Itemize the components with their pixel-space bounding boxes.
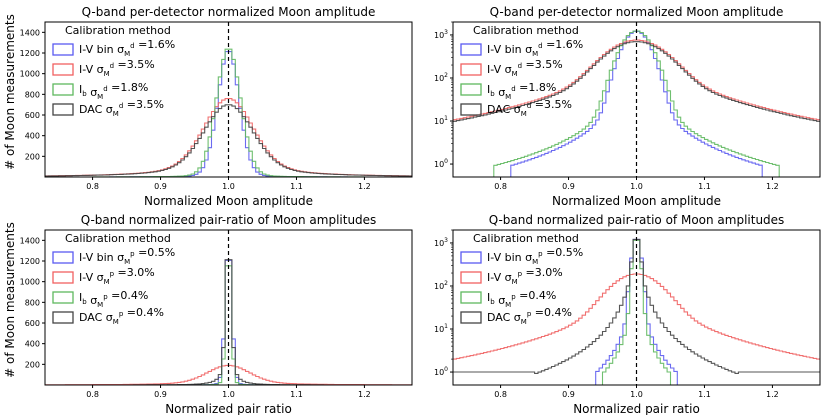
legend-title: Calibration method — [473, 24, 579, 37]
x-tick-label: 1.0 — [222, 182, 235, 191]
x-tick-label: 0.8 — [494, 390, 507, 399]
legend-entry-label: DAC σMp =0.4% — [79, 306, 164, 326]
legend-entry-label: Ib σMp =0.4% — [79, 289, 148, 309]
x-tick-label: 1.0 — [630, 182, 643, 191]
y-tick-label: 1200 — [20, 257, 40, 266]
legend-entry-label: I-V bin σMp =0.5% — [79, 246, 175, 266]
legend-swatch — [460, 271, 482, 284]
legend-swatch — [52, 103, 74, 116]
legend-swatch — [52, 311, 74, 324]
series-line-i-v — [453, 273, 820, 360]
legend-swatch — [52, 43, 74, 56]
legend-swatch — [460, 63, 482, 76]
y-tick-label: 101 — [434, 115, 448, 126]
legend-entry-label: I-V bin σMp =0.5% — [487, 246, 583, 266]
chart-title: Q-band normalized pair-ratio of Moon amp… — [81, 213, 377, 227]
y-tick-label: 1200 — [20, 49, 40, 58]
x-tick-label: 1.0 — [630, 390, 643, 399]
chart-title: Q-band per-detector normalized Moon ampl… — [490, 5, 784, 19]
x-tick-label: 0.8 — [86, 390, 99, 399]
legend-entry-label: DAC σMd =3.5% — [79, 98, 164, 118]
x-tick-label: 1.2 — [358, 390, 371, 399]
y-tick-label: 1000 — [20, 278, 40, 287]
legend-swatch — [460, 103, 482, 116]
x-tick-label: 0.8 — [86, 182, 99, 191]
y-tick-label: 200 — [25, 360, 40, 369]
chart-title: Q-band normalized pair-ratio of Moon amp… — [489, 213, 785, 227]
legend-entry-label: I-V σMp =3.0% — [79, 266, 155, 286]
legend-entry-label: Ib σMd =1.8% — [487, 81, 556, 101]
legend-swatch — [460, 291, 482, 304]
x-tick-label: 0.8 — [494, 182, 507, 191]
x-tick-label: 1.1 — [698, 390, 711, 399]
legend-swatch — [460, 251, 482, 264]
panel-tl: Q-band per-detector normalized Moon ampl… — [20, 5, 413, 208]
x-tick-label: 1.1 — [290, 390, 303, 399]
legend-title: Calibration method — [473, 232, 579, 245]
legend-entry-label: I-V σMd =3.5% — [487, 58, 563, 78]
x-tick-label: 1.1 — [698, 182, 711, 191]
y-tick-label: 1400 — [20, 236, 40, 245]
y-tick-label: 1400 — [20, 28, 40, 37]
y-tick-label: 100 — [434, 366, 448, 377]
legend-entry-label: DAC σMd =3.5% — [487, 98, 572, 118]
legend-entry-label: Ib σMp =0.4% — [487, 289, 556, 309]
ylabel-bottom: # of Moon measurements — [3, 222, 17, 378]
legend-entry-label: I-V bin σMd =1.6% — [487, 38, 583, 58]
panel-tr: Q-band per-detector normalized Moon ampl… — [434, 5, 821, 208]
y-tick-label: 103 — [434, 29, 448, 40]
y-tick-label: 800 — [25, 90, 40, 99]
y-tick-label: 400 — [25, 340, 40, 349]
chart-title: Q-band per-detector normalized Moon ampl… — [82, 5, 376, 19]
series-line-i-v — [453, 39, 820, 121]
x-axis-label: Normalized pair ratio — [165, 402, 292, 415]
ylabel-top: # of Moon measurements — [3, 14, 17, 170]
x-tick-label: 1.2 — [766, 390, 779, 399]
legend-title: Calibration method — [65, 232, 171, 245]
x-tick-label: 1.0 — [222, 390, 235, 399]
x-axis-label: Normalized Moon amplitude — [552, 194, 721, 208]
panel-br: Q-band normalized pair-ratio of Moon amp… — [434, 213, 821, 415]
y-tick-label: 102 — [434, 72, 448, 83]
x-tick-label: 0.9 — [154, 390, 167, 399]
x-axis-label: Normalized Moon amplitude — [144, 194, 313, 208]
x-tick-label: 0.9 — [154, 182, 167, 191]
legend-title: Calibration method — [65, 24, 171, 37]
legend-entry-label: I-V bin σMd =1.6% — [79, 38, 175, 58]
legend-swatch — [52, 271, 74, 284]
x-tick-label: 1.2 — [358, 182, 371, 191]
series-line-dac — [453, 41, 820, 122]
x-tick-label: 0.9 — [562, 390, 575, 399]
y-tick-label: 101 — [434, 323, 448, 334]
x-tick-label: 1.1 — [290, 182, 303, 191]
legend-swatch — [52, 63, 74, 76]
legend-swatch — [460, 43, 482, 56]
legend-entry-label: I-V σMd =3.5% — [79, 58, 155, 78]
y-tick-label: 102 — [434, 280, 448, 291]
y-tick-label: 103 — [434, 237, 448, 248]
y-tick-label: 200 — [25, 152, 40, 161]
legend-swatch — [460, 83, 482, 96]
series-line-dac — [45, 104, 412, 177]
legend-entry-label: DAC σMp =0.4% — [487, 306, 572, 326]
x-tick-label: 1.2 — [766, 182, 779, 191]
series-line-i-v — [45, 364, 412, 385]
legend-swatch — [52, 251, 74, 264]
legend-swatch — [460, 311, 482, 324]
legend-entry-label: Ib σMd =1.8% — [79, 81, 148, 101]
y-tick-label: 100 — [434, 158, 448, 169]
y-tick-label: 400 — [25, 132, 40, 141]
x-axis-label: Normalized pair ratio — [573, 402, 700, 415]
x-tick-label: 0.9 — [562, 182, 575, 191]
legend-entry-label: I-V σMp =3.0% — [487, 266, 563, 286]
y-tick-label: 800 — [25, 298, 40, 307]
legend-swatch — [52, 291, 74, 304]
y-tick-label: 600 — [25, 111, 40, 120]
y-tick-label: 1000 — [20, 70, 40, 79]
legend-swatch — [52, 83, 74, 96]
panel-bl: Q-band normalized pair-ratio of Moon amp… — [20, 213, 413, 415]
y-tick-label: 600 — [25, 319, 40, 328]
